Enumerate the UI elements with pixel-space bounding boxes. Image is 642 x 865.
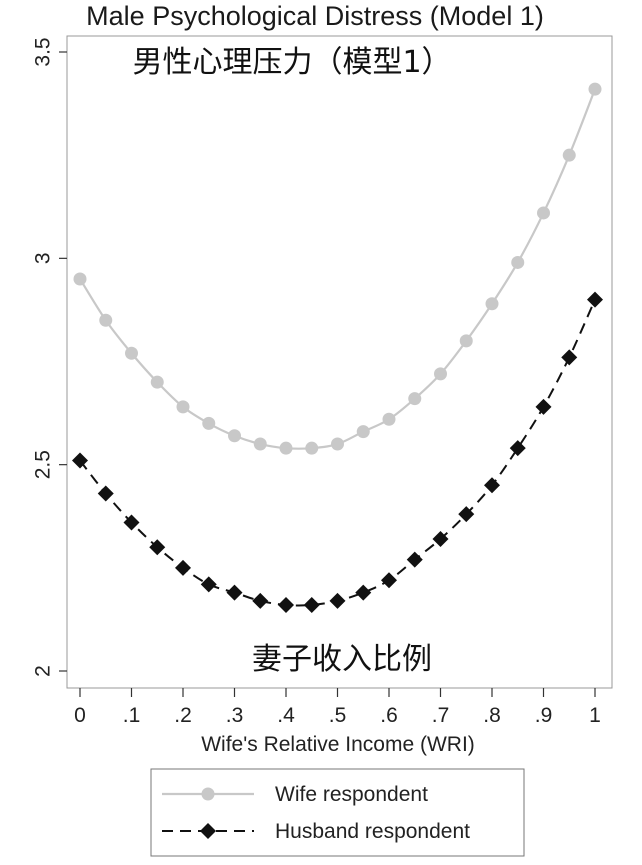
data-point-husband-respondent xyxy=(226,584,243,601)
data-point-wife-respondent xyxy=(99,313,113,327)
legend-item-husband-respondent: Husband respondent xyxy=(162,820,470,843)
x-tick-label: .5 xyxy=(329,704,347,727)
legend-label: Wife respondent xyxy=(275,783,428,806)
data-point-husband-respondent xyxy=(561,349,578,366)
data-point-husband-respondent xyxy=(458,506,475,523)
data-point-husband-respondent xyxy=(97,485,114,502)
data-point-husband-respondent xyxy=(278,596,294,613)
series-husband-respondent xyxy=(72,291,603,613)
y-tick-label: 2.5 xyxy=(32,450,55,479)
legend-box xyxy=(150,768,525,857)
chart-title: Male Psychological Distress (Model 1) xyxy=(86,1,544,31)
data-point-wife-respondent xyxy=(176,400,190,414)
data-point-wife-respondent xyxy=(356,425,370,439)
data-point-wife-respondent xyxy=(202,416,216,430)
x-tick-label: .9 xyxy=(535,704,553,727)
data-point-wife-respondent xyxy=(73,272,87,286)
x-axis-title: Wife's Relative Income (WRI) xyxy=(201,733,475,756)
y-tick-label: 2 xyxy=(32,665,55,677)
data-point-wife-respondent xyxy=(331,437,344,451)
data-point-husband-respondent xyxy=(509,440,526,457)
y-axis: 2 2.5 3 3.5 xyxy=(32,37,67,677)
series-layer xyxy=(72,82,603,613)
x-tick-label: 1 xyxy=(589,704,601,727)
data-point-wife-respondent xyxy=(150,375,164,389)
chinese-annotation-bottom: 妻子收入比例 xyxy=(252,642,432,677)
x-tick-label: .1 xyxy=(123,704,141,727)
data-point-husband-respondent xyxy=(484,477,500,494)
data-point-husband-respondent xyxy=(587,291,603,308)
legend-label: Husband respondent xyxy=(275,820,470,843)
data-point-husband-respondent xyxy=(381,572,397,589)
data-point-husband-respondent xyxy=(252,592,269,609)
x-tick-label: .2 xyxy=(174,704,192,727)
data-point-husband-respondent xyxy=(123,514,140,531)
data-point-husband-respondent xyxy=(406,551,423,568)
data-point-wife-respondent xyxy=(511,255,525,269)
legend-marker xyxy=(200,823,216,839)
x-tick-label: .3 xyxy=(226,704,244,727)
data-point-wife-respondent xyxy=(434,367,447,381)
data-point-wife-respondent xyxy=(228,429,241,443)
data-point-wife-respondent xyxy=(408,392,422,406)
series-wife-respondent xyxy=(73,82,602,455)
data-point-husband-respondent xyxy=(175,559,191,576)
x-tick-label: 0 xyxy=(74,704,86,727)
plot-area xyxy=(66,35,613,689)
x-tick-label: .7 xyxy=(432,704,450,727)
legend-item-wife-respondent: Wife respondent xyxy=(162,783,428,806)
data-point-wife-respondent xyxy=(382,412,396,426)
legend-marker xyxy=(201,787,215,801)
x-tick-label: .4 xyxy=(277,704,295,727)
y-tick-label: 3.5 xyxy=(32,37,55,66)
chinese-annotation-top: 男性心理压力（模型1） xyxy=(132,45,451,80)
legend: Wife respondent Husband respondent xyxy=(150,768,525,857)
data-point-wife-respondent xyxy=(562,148,576,162)
data-point-wife-respondent xyxy=(125,346,138,360)
data-point-wife-respondent xyxy=(253,437,267,451)
x-axis: 0 .1 .2 .3 .4 .5 .6 .7 .8 .9 1 xyxy=(74,688,601,727)
data-point-husband-respondent xyxy=(329,592,346,609)
data-point-wife-respondent xyxy=(279,441,293,455)
data-point-husband-respondent xyxy=(432,530,449,547)
data-point-husband-respondent xyxy=(149,539,166,556)
data-point-husband-respondent xyxy=(303,596,320,613)
data-point-husband-respondent xyxy=(535,398,552,415)
x-tick-label: .8 xyxy=(483,704,501,727)
data-point-wife-respondent xyxy=(588,82,602,96)
y-tick-label: 3 xyxy=(32,252,55,264)
data-point-husband-respondent xyxy=(72,452,88,469)
data-point-wife-respondent xyxy=(485,297,499,311)
data-point-husband-respondent xyxy=(200,576,217,593)
data-point-wife-respondent xyxy=(459,334,473,348)
data-point-wife-respondent xyxy=(537,206,550,220)
data-point-wife-respondent xyxy=(305,441,319,455)
data-point-husband-respondent xyxy=(355,584,372,601)
x-tick-label: .6 xyxy=(380,704,398,727)
